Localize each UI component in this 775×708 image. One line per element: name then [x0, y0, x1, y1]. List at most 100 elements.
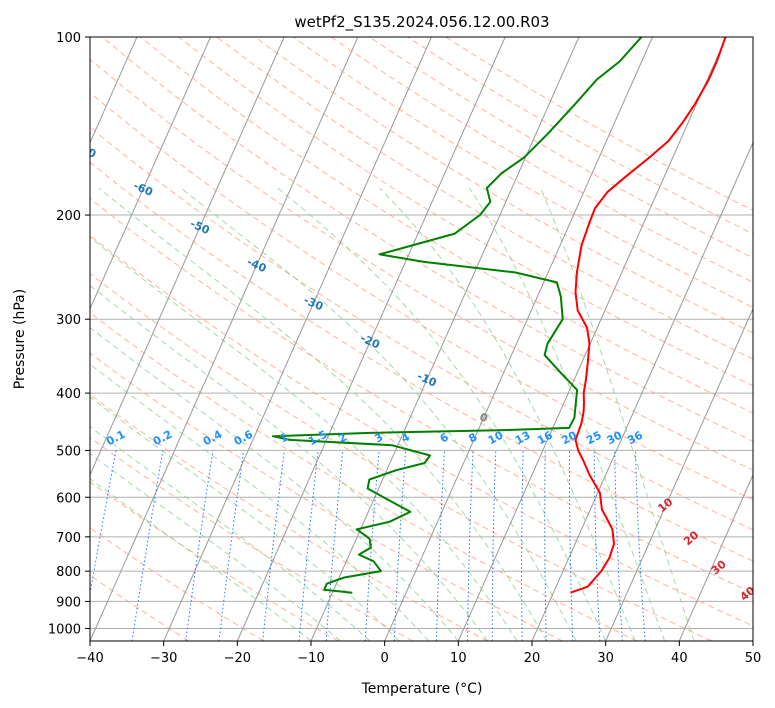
isotherm-line — [678, 473, 753, 641]
x-tick-label: 30 — [597, 651, 614, 666]
mixing-ratio-line — [131, 450, 164, 641]
moist-adiabat-line — [90, 453, 341, 641]
moist-adiabat-line — [90, 478, 312, 641]
mixing-ratio-label: 30 — [605, 428, 625, 447]
isotherm-line — [90, 37, 211, 311]
moist-adiabat-line — [90, 426, 371, 641]
y-tick-label: 300 — [56, 313, 81, 328]
x-tick-label: 10 — [450, 651, 467, 666]
mixing-ratio-line — [298, 450, 319, 641]
isotherm-label: -70 — [75, 141, 99, 161]
dry-adiabat-line — [101, 37, 753, 442]
isotherm-line — [531, 141, 753, 641]
isotherm-label: -50 — [188, 217, 212, 237]
x-axis-label: Temperature (°C) — [361, 681, 483, 697]
mixing-ratio-label: 0.2 — [151, 428, 174, 449]
moist-adiabat-line — [540, 187, 695, 641]
moist-adiabat-label: 40 — [738, 584, 758, 604]
mixing-ratio-line — [262, 450, 285, 641]
moist-adiabat-label: 30 — [709, 557, 729, 577]
y-tick-label: 400 — [56, 387, 81, 402]
isotherm-line — [90, 37, 285, 477]
x-tick-label: −40 — [76, 651, 103, 666]
mixing-ratio-label: 1.5 — [306, 428, 329, 449]
moist-adiabat-line — [90, 326, 459, 641]
mixing-ratio-label: 16 — [535, 428, 555, 447]
dry-adiabat-line — [254, 37, 753, 334]
temperature-line — [570, 37, 727, 594]
mixing-ratio-line — [593, 450, 601, 641]
moist-adiabat-line — [379, 187, 636, 641]
dewpoint-line — [271, 37, 643, 594]
isotherm-label: -40 — [245, 255, 269, 275]
mixing-ratio-label: 13 — [513, 429, 533, 448]
isotherm-line — [605, 307, 753, 641]
mixing-ratio-line — [467, 450, 474, 641]
isotherm-line — [310, 37, 580, 641]
moist-adiabat-line — [90, 396, 400, 641]
dry-adiabat-line — [216, 37, 753, 360]
y-tick-label: 800 — [56, 565, 81, 580]
y-axis-label: Pressure (hPa) — [12, 289, 28, 389]
x-tick-label: −20 — [224, 651, 251, 666]
dry-adiabat-line — [331, 37, 753, 283]
mixing-ratio-line — [185, 450, 214, 641]
y-tick-label: 1000 — [48, 622, 81, 637]
mixing-ratio-label: 1 — [278, 430, 291, 445]
mixing-ratio-line — [393, 450, 407, 641]
y-tick-label: 900 — [56, 595, 81, 610]
isotherm-line — [236, 37, 506, 641]
moist-adiabat-line — [180, 187, 577, 641]
profile-lines — [271, 37, 727, 594]
y-tick-label: 100 — [56, 31, 81, 46]
chart-title: wetPf2_S135.2024.056.12.00.R03 — [294, 13, 549, 32]
moist-adiabat-label: 10 — [655, 495, 675, 515]
axes: −40 −30 −20 −10 0 10 20 30 40 5010009008007006005… — [48, 31, 761, 666]
moist-adiabat-line — [90, 363, 430, 641]
x-tick-label: 20 — [524, 651, 541, 666]
mixing-ratio-label: 0.1 — [104, 428, 127, 449]
x-tick-label: 0 — [381, 651, 389, 666]
isotherm-line — [384, 37, 653, 641]
dry-adiabat-line — [90, 234, 753, 627]
moist-adiabat-line — [90, 284, 489, 641]
background-lines — [0, 37, 753, 641]
mixing-ratio-line — [568, 450, 574, 641]
y-tick-label: 600 — [56, 491, 81, 506]
mixing-ratio-line — [491, 450, 497, 641]
dry-adiabat-line — [90, 574, 190, 641]
x-tick-label: 40 — [671, 651, 688, 666]
dry-adiabat-line — [90, 481, 339, 641]
dry-adiabat-line — [90, 92, 753, 501]
moist-adiabat-line — [98, 187, 548, 641]
isotherm-line — [457, 37, 727, 641]
dry-adiabat-line — [90, 58, 753, 471]
isotherm-label: -80 — [18, 103, 42, 123]
mixing-ratio-label: 10 — [486, 428, 506, 447]
dry-adiabat-line — [90, 161, 753, 562]
mixing-ratio-label: 20 — [559, 428, 579, 447]
y-tick-label: 200 — [56, 209, 81, 224]
y-tick-label: 500 — [56, 444, 81, 459]
x-tick-label: −10 — [297, 651, 324, 666]
dry-adiabat-line — [90, 312, 638, 641]
mixing-ratio-label: 25 — [584, 429, 604, 448]
dry-adiabat-line — [90, 197, 753, 594]
moist-adiabat-line — [90, 236, 518, 641]
isotherm-label: -10 — [415, 370, 439, 390]
isotherm-label: -60 — [131, 179, 155, 199]
isotherm-line — [90, 37, 138, 144]
isotherm-line — [163, 37, 432, 641]
dry-adiabat-line — [90, 126, 753, 531]
isotherm-line — [0, 37, 63, 641]
mixing-ratio-line — [90, 450, 117, 597]
moist-adiabat-label: 20 — [681, 528, 701, 548]
mixing-ratio-line — [218, 450, 245, 641]
isotherm-line — [90, 37, 359, 641]
dry-adiabat-line — [90, 436, 414, 641]
x-tick-label: −30 — [150, 651, 177, 666]
x-tick-label: 50 — [745, 651, 762, 666]
mixing-ratio-label: 36 — [625, 428, 645, 447]
mixing-ratio-line — [435, 450, 445, 641]
